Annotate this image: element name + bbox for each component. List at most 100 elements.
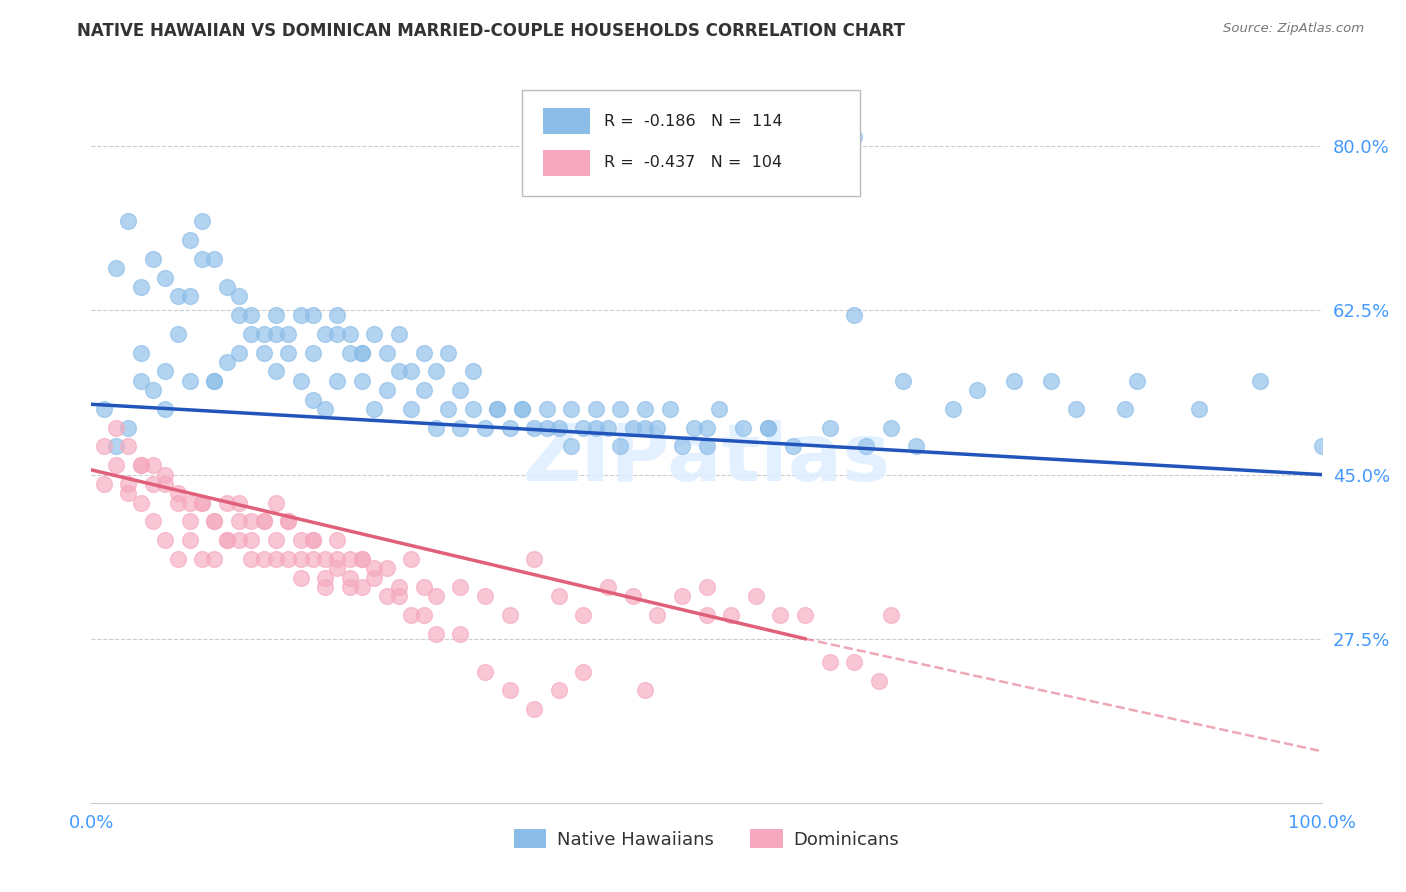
Point xyxy=(179,289,201,303)
Point xyxy=(695,608,717,623)
Point xyxy=(486,401,509,416)
Point xyxy=(1126,374,1149,388)
Point xyxy=(510,401,533,416)
Point xyxy=(253,515,276,529)
Point xyxy=(277,515,299,529)
Point xyxy=(105,440,127,454)
Point xyxy=(129,374,152,388)
Point xyxy=(166,486,188,500)
Point xyxy=(818,655,841,669)
Point xyxy=(301,308,323,322)
Point xyxy=(388,590,411,604)
Point xyxy=(671,590,693,604)
Point xyxy=(498,608,520,623)
Point xyxy=(153,364,177,378)
Point xyxy=(782,440,804,454)
Point xyxy=(166,289,188,303)
Point xyxy=(572,665,595,679)
Point xyxy=(572,420,595,434)
Point xyxy=(560,401,582,416)
Point xyxy=(277,345,299,359)
Point xyxy=(253,552,276,566)
Text: NATIVE HAWAIIAN VS DOMINICAN MARRIED-COUPLE HOUSEHOLDS CORRELATION CHART: NATIVE HAWAIIAN VS DOMINICAN MARRIED-COU… xyxy=(77,22,905,40)
Point xyxy=(412,580,434,594)
Point xyxy=(191,552,214,566)
Point xyxy=(388,580,411,594)
Point xyxy=(105,420,127,434)
Point xyxy=(474,665,496,679)
Point xyxy=(117,486,139,500)
Point xyxy=(1039,374,1063,388)
Text: R =  -0.186   N =  114: R = -0.186 N = 114 xyxy=(605,113,783,128)
Point xyxy=(585,401,607,416)
Point xyxy=(191,496,214,510)
Point xyxy=(339,326,361,341)
Point xyxy=(228,289,250,303)
Point xyxy=(658,401,681,416)
Point xyxy=(756,420,779,434)
Point xyxy=(842,655,865,669)
Point xyxy=(301,392,323,407)
Point xyxy=(326,308,349,322)
Point xyxy=(191,252,214,266)
Point xyxy=(523,552,546,566)
Point xyxy=(523,420,546,434)
Point xyxy=(683,420,706,434)
Point xyxy=(202,374,225,388)
Point xyxy=(179,374,201,388)
Point xyxy=(474,590,496,604)
Point xyxy=(117,420,139,434)
Point xyxy=(671,440,693,454)
Point xyxy=(634,683,657,698)
Point xyxy=(621,590,644,604)
Point xyxy=(105,261,127,276)
Point xyxy=(153,401,177,416)
Point xyxy=(339,571,361,585)
Point xyxy=(253,345,276,359)
FancyBboxPatch shape xyxy=(543,108,589,135)
Point xyxy=(621,420,644,434)
Point xyxy=(609,440,631,454)
Point xyxy=(645,420,669,434)
Point xyxy=(153,467,177,482)
Point xyxy=(645,608,669,623)
Point xyxy=(105,458,127,473)
Point xyxy=(142,477,165,491)
Point xyxy=(314,552,336,566)
Point xyxy=(818,420,841,434)
Point xyxy=(215,280,238,294)
Point xyxy=(352,552,374,566)
Point xyxy=(461,401,484,416)
Point xyxy=(941,401,963,416)
Point xyxy=(301,533,323,548)
Point xyxy=(880,420,903,434)
Point xyxy=(264,364,287,378)
Point xyxy=(142,252,165,266)
Point xyxy=(277,552,299,566)
Point xyxy=(240,515,263,529)
FancyBboxPatch shape xyxy=(543,150,589,176)
Point xyxy=(277,326,299,341)
Point xyxy=(388,326,411,341)
Point xyxy=(93,440,115,454)
Point xyxy=(375,561,398,575)
Point xyxy=(215,496,238,510)
Point xyxy=(228,533,250,548)
Point xyxy=(129,458,152,473)
Point xyxy=(842,308,865,322)
Point xyxy=(93,477,115,491)
Point xyxy=(202,374,225,388)
Point xyxy=(425,590,447,604)
Point xyxy=(166,552,188,566)
Point xyxy=(1064,401,1087,416)
Point xyxy=(314,571,336,585)
Point xyxy=(215,533,238,548)
Point xyxy=(290,308,312,322)
Point xyxy=(498,420,520,434)
Point xyxy=(142,458,165,473)
Point xyxy=(449,383,471,397)
Point xyxy=(412,383,434,397)
Point xyxy=(1187,401,1209,416)
Point xyxy=(399,608,422,623)
Point xyxy=(880,608,903,623)
